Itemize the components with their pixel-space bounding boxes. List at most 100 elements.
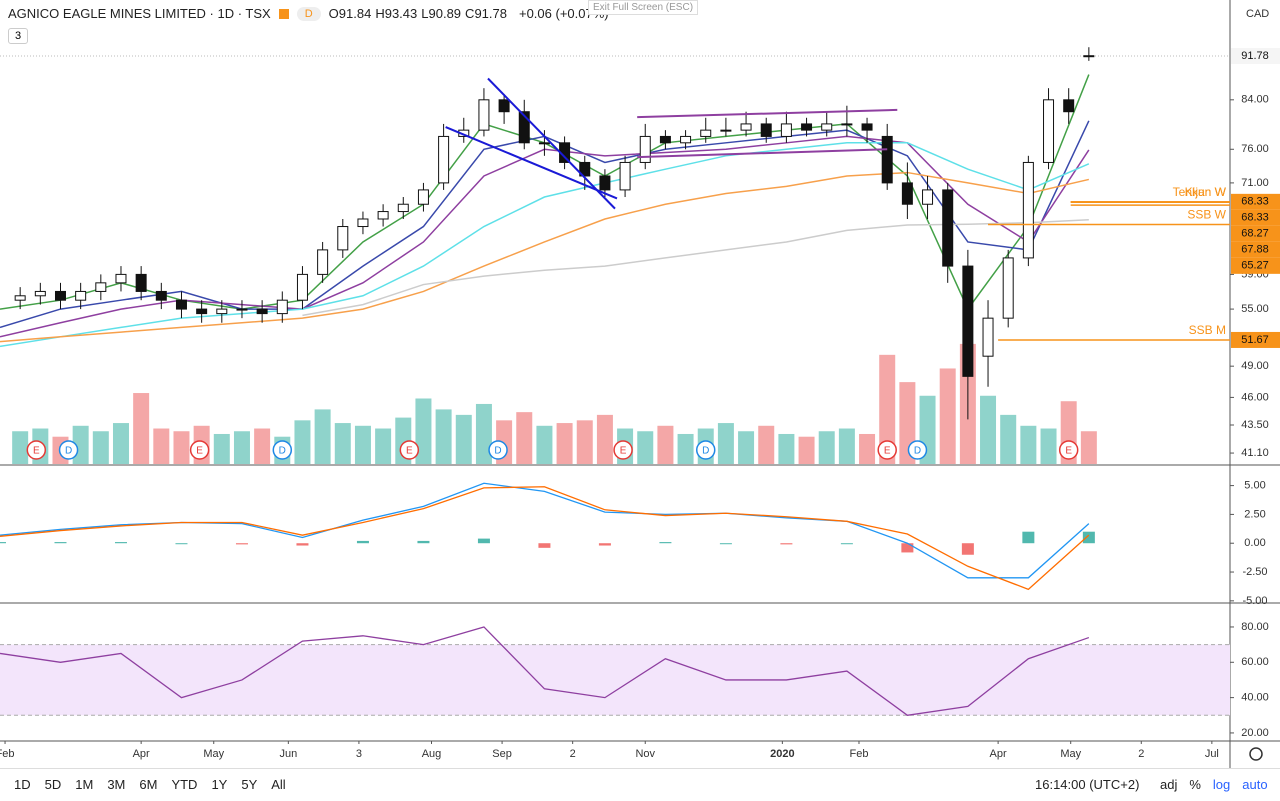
y-tick-label: 43.50	[1241, 419, 1269, 431]
volume-bar	[738, 431, 755, 464]
range-button[interactable]: All	[271, 777, 286, 792]
range-button[interactable]: 1D	[14, 777, 31, 792]
candle-body	[579, 161, 591, 177]
candle-body	[256, 308, 268, 315]
trend-line	[487, 77, 616, 210]
level-tag	[1231, 193, 1280, 210]
event-label: E	[620, 446, 627, 457]
ohlc-prefix: O	[328, 6, 339, 21]
range-button[interactable]: 3M	[107, 777, 126, 792]
y-tick-label: 40.00	[1241, 692, 1269, 704]
ohlc-prefix: H	[375, 6, 385, 21]
level-tag	[1231, 257, 1280, 274]
range-button[interactable]: 6M	[139, 777, 158, 792]
event-marker	[907, 440, 928, 460]
x-tick-label: Sep	[492, 748, 512, 760]
ranges: 1D 5D 1M 3M 6M YTD 1Y 5Y All	[14, 777, 286, 792]
settings-icon[interactable]	[1249, 747, 1263, 761]
volume-bar	[92, 431, 109, 464]
candle-body	[216, 308, 228, 315]
x-tick-label: Feb	[849, 748, 868, 760]
candle-body	[881, 135, 893, 184]
event-label: D	[65, 446, 72, 457]
range-button[interactable]: 5D	[44, 777, 62, 792]
y-tick-label: 20.00	[1241, 727, 1269, 739]
range-button[interactable]: 1Y	[211, 777, 228, 792]
event-label: E	[196, 446, 203, 457]
range-button[interactable]: YTD	[171, 777, 198, 792]
option-button[interactable]: log	[1212, 777, 1231, 792]
volume-bar	[677, 433, 694, 464]
candle-body	[397, 203, 409, 213]
candle-body	[377, 211, 389, 220]
y-tick-label: -2.50	[1242, 566, 1267, 578]
chart: 41.1043.5046.0049.0055.0059.0071.0076.00…	[0, 0, 1280, 768]
candle-body	[680, 135, 692, 144]
x-tick-label: 2020	[770, 748, 794, 760]
candle-body	[801, 123, 813, 131]
ohlc-value: 91.78	[474, 6, 507, 21]
collapse-button[interactable]: 3	[8, 28, 29, 44]
macd-histogram-bar	[417, 540, 430, 544]
macd-line	[0, 486, 1090, 591]
option-button[interactable]: auto	[1242, 777, 1268, 792]
ohlc-value: 93.43	[384, 6, 418, 21]
candle-body	[518, 111, 530, 144]
x-tick-label: Jun	[279, 748, 297, 760]
event-marker	[488, 440, 508, 460]
chart-header: AGNICO EAGLE MINES LIMITED · 1D · TSX D …	[8, 6, 609, 21]
collapse-count: 3	[15, 30, 22, 42]
volume-bar	[758, 425, 775, 464]
volume-bar	[1080, 431, 1097, 464]
option-button[interactable]: %	[1189, 777, 1201, 792]
volume-bar	[536, 425, 553, 464]
candle-body	[720, 129, 732, 132]
range-button[interactable]: 5Y	[241, 777, 258, 792]
candle-body	[619, 161, 631, 191]
x-tick-label: Apr	[133, 748, 150, 760]
event-marker	[58, 440, 79, 460]
moving-average	[302, 218, 1089, 317]
candle-body	[276, 299, 288, 315]
candle-body	[296, 273, 308, 301]
event-marker	[272, 440, 293, 460]
macd-histogram-bar	[538, 543, 551, 548]
option-button[interactable]: adj	[1160, 777, 1178, 792]
candle-body	[861, 123, 873, 131]
volume-bar	[657, 425, 674, 464]
y-tick-label: 0.00	[1244, 537, 1265, 549]
y-tick-label: 76.00	[1241, 143, 1269, 155]
volume-bar	[879, 354, 896, 464]
level-name: Kijun W	[1185, 185, 1227, 199]
rsi-band	[0, 644, 1230, 716]
candle-body	[236, 308, 248, 311]
volume-bar	[637, 431, 654, 464]
range-button[interactable]: 1M	[75, 777, 94, 792]
y-tick-label: 2.50	[1244, 508, 1265, 520]
macd-histogram-bar	[114, 542, 127, 544]
event-label: E	[1065, 446, 1072, 457]
toolbar: 1D 5D 1M 3M 6M YTD 1Y 5Y All 16:14:00 (UTC+2) ad…	[0, 768, 1280, 801]
y-tick-label: 49.00	[1241, 360, 1269, 372]
volume-bar	[153, 428, 170, 464]
last-price-label: 91.78	[1241, 50, 1269, 62]
candle-body	[780, 123, 792, 137]
level-tag	[1231, 225, 1280, 242]
volume-bar	[778, 433, 795, 464]
candle-body	[54, 290, 66, 301]
trend-line	[637, 108, 898, 119]
macd-histogram-bar	[719, 543, 732, 545]
candle-body	[175, 299, 187, 310]
trend-line	[637, 148, 888, 159]
candle-body	[1063, 99, 1075, 113]
x-tick-label: Jul	[1205, 748, 1219, 760]
candle-body	[14, 295, 26, 301]
candle-body	[639, 135, 651, 163]
macd-histogram-bar	[780, 543, 793, 545]
volume-bar	[859, 433, 876, 464]
volume-bar	[112, 423, 129, 464]
volume-bar	[294, 420, 311, 464]
badge[interactable]: D	[296, 6, 321, 21]
macd-histogram-bar	[1022, 531, 1035, 544]
